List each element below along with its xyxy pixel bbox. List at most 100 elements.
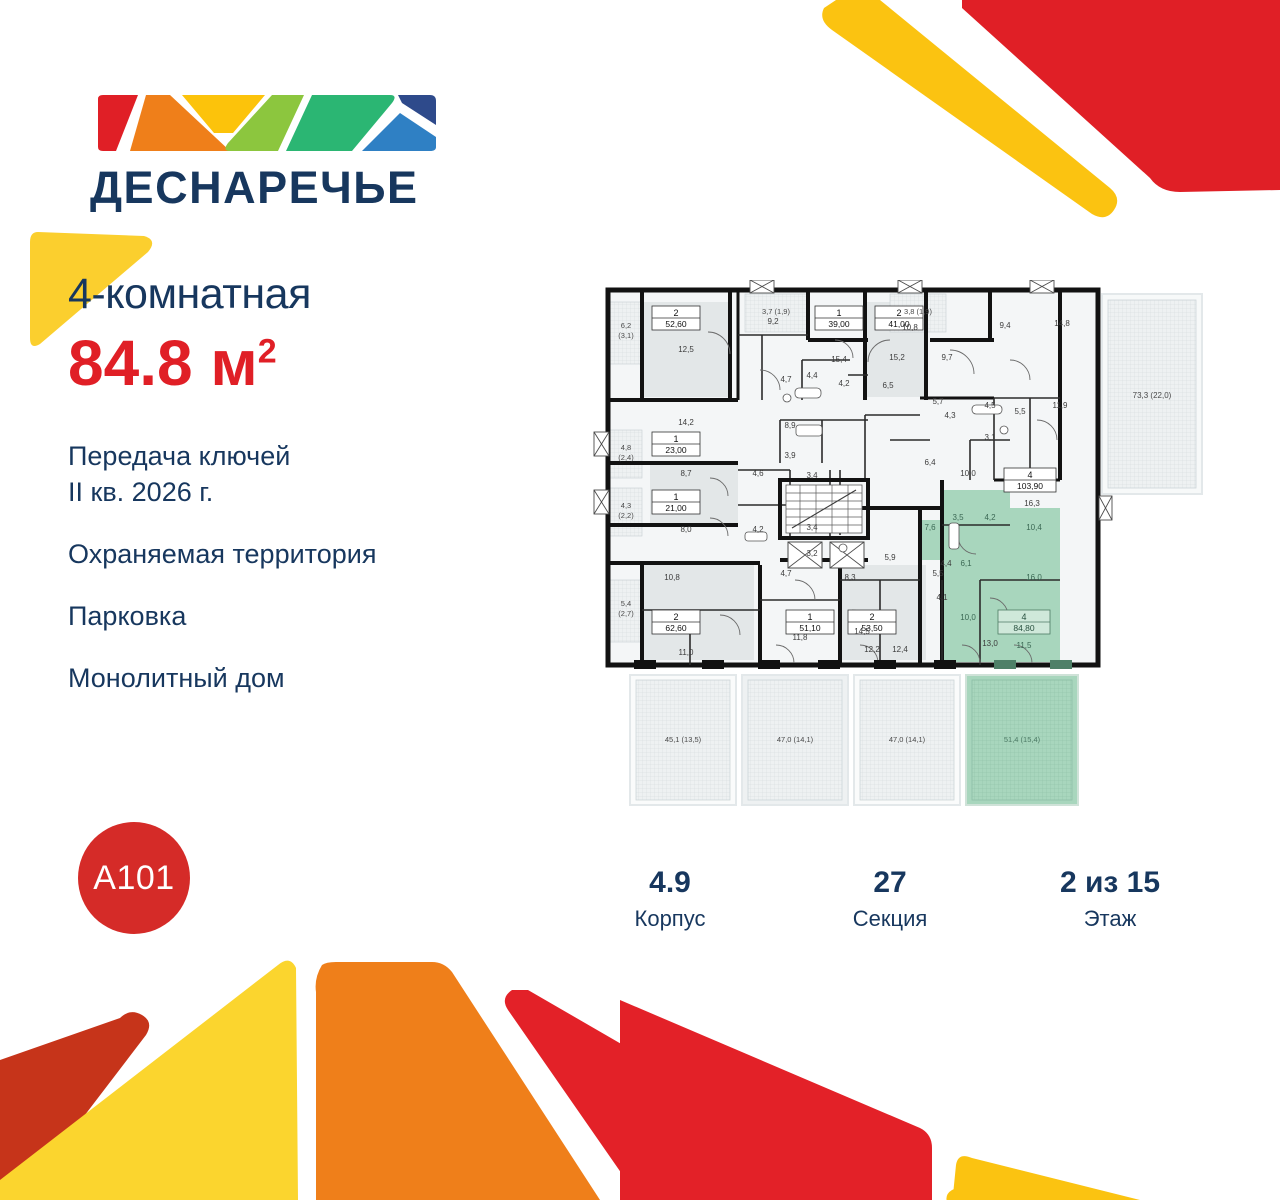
svg-text:11,5: 11,5 <box>1017 641 1033 650</box>
svg-text:15,4: 15,4 <box>831 355 847 364</box>
svg-text:8,9: 8,9 <box>784 421 796 430</box>
svg-text:45,1 (13,5): 45,1 (13,5) <box>665 735 702 744</box>
svg-text:84,80: 84,80 <box>1013 623 1035 633</box>
meta-korpus: 4.9 Корпус <box>560 866 780 932</box>
stair-icon <box>785 484 863 534</box>
deco-orange-bottom <box>315 962 600 1200</box>
svg-text:103,90: 103,90 <box>1017 481 1043 491</box>
a101-badge: A101 <box>78 822 190 934</box>
apartment-label: 1 51,10 <box>785 609 835 635</box>
svg-text:3,9: 3,9 <box>784 451 796 460</box>
svg-text:3,2: 3,2 <box>806 549 818 558</box>
svg-text:1: 1 <box>807 612 812 622</box>
plan-meta-row: 4.9 Корпус 27 Секция 2 из 15 Этаж <box>560 866 1220 932</box>
area-number: 84.8 <box>68 327 193 400</box>
svg-text:1: 1 <box>836 308 841 318</box>
feature-item: Передача ключей II кв. 2026 г. <box>68 441 291 508</box>
svg-text:4: 4 <box>1021 612 1026 622</box>
svg-text:1: 1 <box>673 434 678 444</box>
svg-text:4,2: 4,2 <box>984 513 996 522</box>
apartment-labels: 2 52,60 1 39,00 2 41,00 1 23,00 1 <box>651 305 1057 635</box>
apartment-label: 1 39,00 <box>814 305 864 331</box>
bottom-wall-piers-green <box>994 660 1072 669</box>
svg-text:7,6: 7,6 <box>924 523 936 532</box>
apartment-label-selected: 4 84,80 <box>997 609 1051 635</box>
svg-text:10,0: 10,0 <box>960 469 976 478</box>
svg-text:3,7 (1,9): 3,7 (1,9) <box>762 307 790 316</box>
svg-text:5,4: 5,4 <box>621 599 631 608</box>
svg-text:8,7: 8,7 <box>680 469 692 478</box>
apartment-label: 2 62,60 <box>651 609 701 635</box>
svg-text:4,5: 4,5 <box>984 401 996 410</box>
svg-text:14,2: 14,2 <box>678 418 694 427</box>
svg-text:13,0: 13,0 <box>982 639 998 648</box>
svg-text:3,8 (1,9): 3,8 (1,9) <box>904 307 932 316</box>
svg-text:4,7: 4,7 <box>780 569 792 578</box>
svg-text:10,4: 10,4 <box>1026 523 1042 532</box>
svg-text:4,3: 4,3 <box>944 411 956 420</box>
svg-text:5,9: 5,9 <box>884 553 896 562</box>
svg-text:10,8: 10,8 <box>664 573 680 582</box>
svg-text:6,4: 6,4 <box>924 458 936 467</box>
apartment-label: 2 53,50 <box>847 609 897 635</box>
page-title: 4-комнатная <box>68 270 311 318</box>
svg-text:16,3: 16,3 <box>1024 499 1040 508</box>
apartment-label: 1 23,00 <box>651 431 701 457</box>
svg-text:52,60: 52,60 <box>665 319 687 329</box>
left-info-column: 4-комнатная 84.8 м2 Передача ключей II к… <box>68 270 538 723</box>
svg-text:4,8: 4,8 <box>621 443 631 452</box>
highlight-room-labels: 10,4 16,0 10,0 11,5 6,1 7,6 3,5 4,2 <box>924 513 1042 650</box>
meta-etazh: 2 из 15 Этаж <box>1000 866 1220 932</box>
svg-text:12,5: 12,5 <box>678 345 694 354</box>
svg-text:10,8: 10,8 <box>902 323 918 332</box>
svg-text:4,2: 4,2 <box>752 525 764 534</box>
bottom-terraces: 45,1 (13,5) 47,0 (14,1) 47,0 (14,1) 51,4… <box>629 674 1079 806</box>
svg-text:16,0: 16,0 <box>1026 573 1042 582</box>
fixture-icons <box>744 387 1009 553</box>
area-superscript: 2 <box>257 332 277 371</box>
deco-darkred-bottom-left <box>0 1012 150 1200</box>
svg-text:41,00: 41,00 <box>888 319 910 329</box>
svg-text:4,7: 4,7 <box>780 375 792 384</box>
svg-text:5,7: 5,7 <box>932 397 944 406</box>
deco-yellow-bottom-left <box>0 960 298 1200</box>
floor-plan: 2 52,60 1 39,00 2 41,00 1 23,00 1 <box>590 280 1210 820</box>
meta-sektsiya: 27 Секция <box>780 866 1000 932</box>
svg-text:51,10: 51,10 <box>799 623 821 633</box>
floor-plan-svg: 2 52,60 1 39,00 2 41,00 1 23,00 1 <box>593 280 1203 806</box>
svg-text:23,00: 23,00 <box>665 445 687 455</box>
svg-text:39,00: 39,00 <box>828 319 850 329</box>
svg-text:3,1: 3,1 <box>984 433 996 442</box>
svg-text:8,3: 8,3 <box>844 573 856 582</box>
bottom-wall-piers <box>634 660 956 669</box>
svg-text:11,0: 11,0 <box>679 648 695 657</box>
apartment-label: 4 103,90 <box>1003 467 1057 493</box>
svg-text:2: 2 <box>869 612 874 622</box>
svg-text:6,1: 6,1 <box>960 559 972 568</box>
feature-item: Монолитный дом <box>68 662 285 693</box>
area-unit: м <box>210 327 258 400</box>
svg-text:(2,2): (2,2) <box>618 511 634 520</box>
meta-korpus-value: 4.9 <box>649 866 691 899</box>
svg-text:(2,7): (2,7) <box>618 609 634 618</box>
meta-sektsiya-label: Секция <box>852 905 928 931</box>
svg-text:6,5: 6,5 <box>882 381 894 390</box>
apartment-label: 2 41,00 <box>874 305 924 331</box>
svg-text:9,7: 9,7 <box>941 353 953 362</box>
svg-text:3,4: 3,4 <box>806 523 818 532</box>
svg-text:5,5: 5,5 <box>1014 407 1026 416</box>
right-terrace: 73,3 (22,0) <box>1101 293 1203 495</box>
svg-text:4: 4 <box>1027 470 1032 480</box>
svg-text:4,1: 4,1 <box>936 593 948 602</box>
brand-logo: ДЕСНАРЕЧЬЕ <box>90 93 442 214</box>
apartment-label: 1 21,00 <box>651 489 701 515</box>
balcony-labels: 6,2(3,1) 4,8(2,4) 4,3(2,2) 5,4(2,7) 3,7 … <box>618 307 932 618</box>
feature-item: Охраняемая территория <box>68 538 377 569</box>
svg-text:2: 2 <box>896 308 901 318</box>
window-marks <box>593 280 1113 521</box>
deco-red-bottom-center <box>504 990 744 1200</box>
svg-text:1: 1 <box>673 492 678 502</box>
svg-text:5,5: 5,5 <box>932 569 944 578</box>
a101-badge-label: A101 <box>93 858 175 897</box>
svg-text:12,2: 12,2 <box>864 645 880 654</box>
